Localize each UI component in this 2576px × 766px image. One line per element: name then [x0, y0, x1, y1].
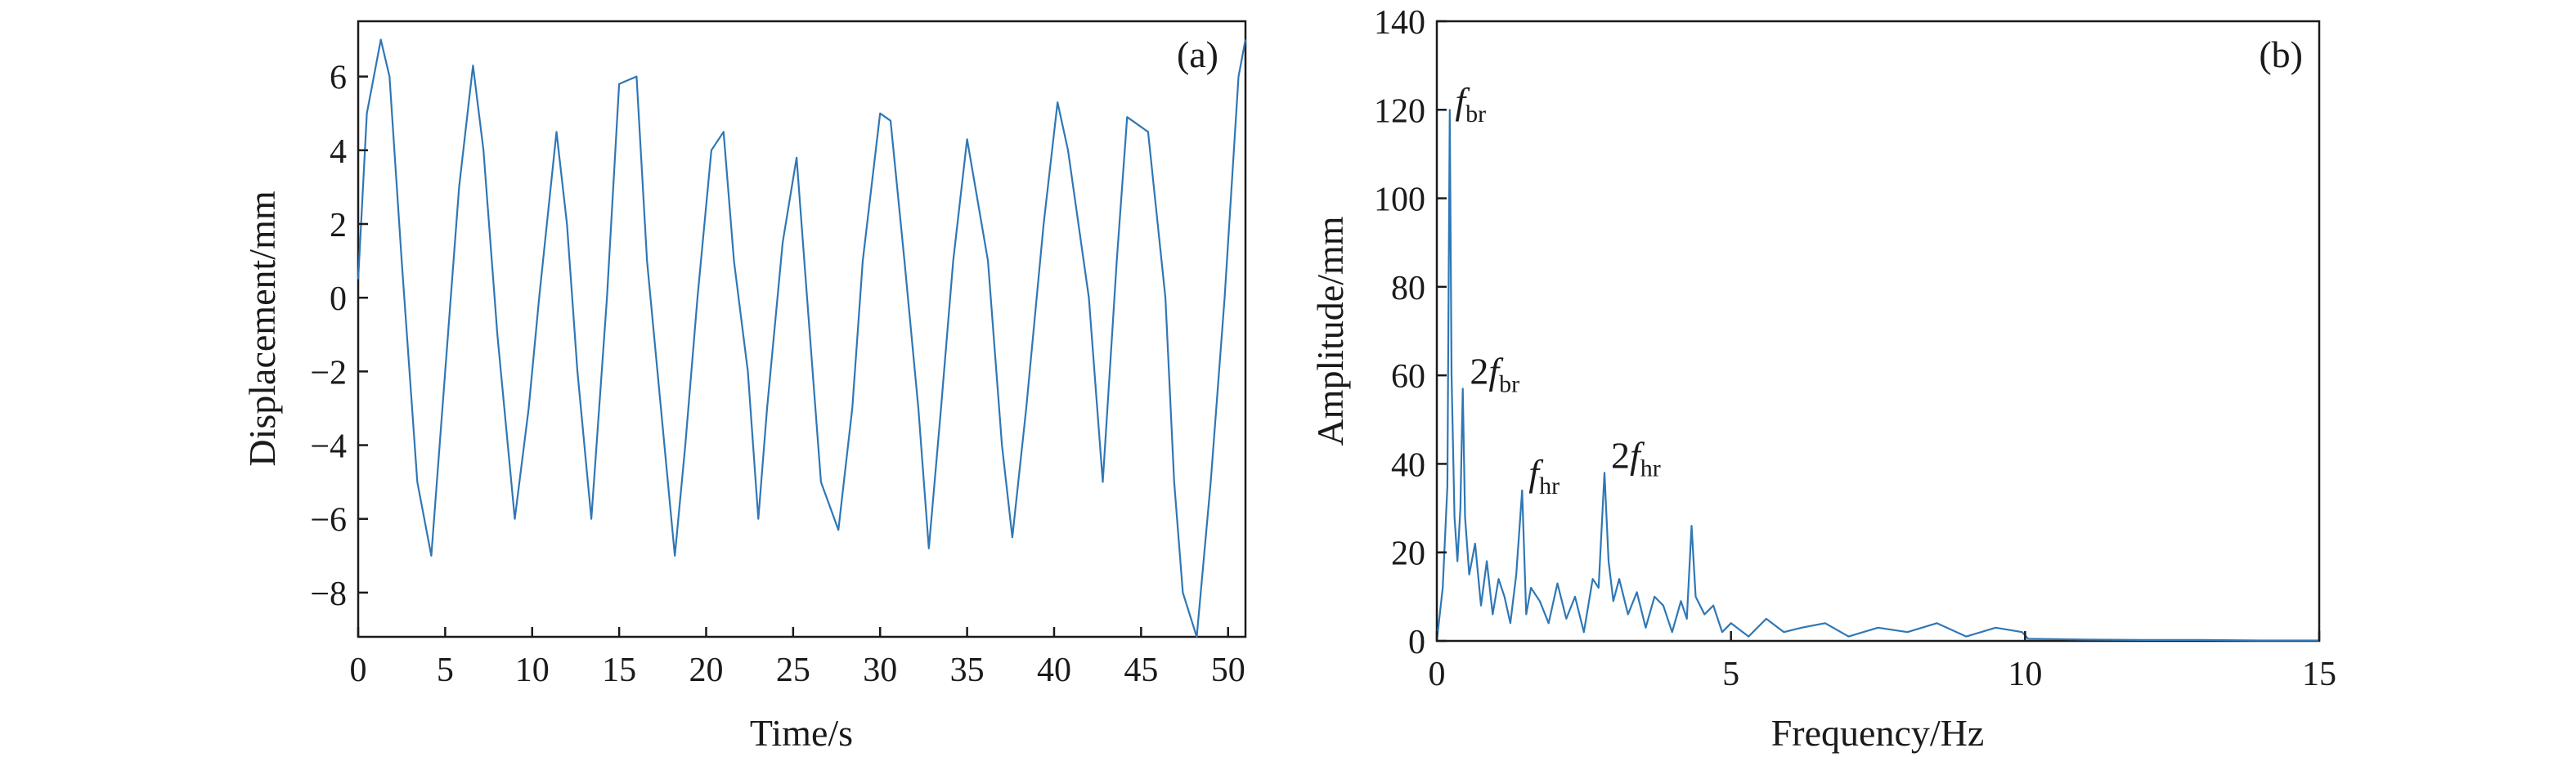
- x-tick-label-b: 0: [1429, 656, 1446, 693]
- x-axis-label-a: Time/s: [750, 712, 853, 754]
- y-tick-label-a: 2: [330, 207, 347, 244]
- plot-frame-a: [357, 20, 1247, 638]
- y-tick-label-b: 120: [1374, 92, 1425, 130]
- y-tick-label-a: 0: [330, 280, 347, 318]
- peak-annotation: 2fhr: [1611, 434, 1661, 482]
- annotation-layer-b: fbr 2fbr fhr 2fhr: [1455, 80, 1660, 499]
- peak-annotation: 2fbr: [1470, 350, 1519, 397]
- y-tick-label-a: −4: [310, 428, 347, 466]
- x-tick-label-b: 10: [2008, 656, 2042, 693]
- y-tick-label-b: 100: [1374, 181, 1425, 219]
- x-tick-label-a: 0: [350, 652, 367, 689]
- panel-label-b: (b): [2259, 34, 2303, 75]
- x-tick-label-a: 30: [863, 652, 897, 689]
- y-tick-label-a: −2: [310, 354, 347, 392]
- x-tick-label-a: 10: [515, 652, 550, 689]
- y-tick-label-b: 140: [1374, 4, 1425, 42]
- y-tick-label-a: −8: [310, 576, 347, 613]
- y-tick-label-b: 20: [1391, 535, 1425, 573]
- x-axis-label-b: Frequency/Hz: [1771, 712, 1985, 754]
- x-tick-label-a: 50: [1211, 652, 1245, 689]
- plot-frame-b: [1435, 20, 2321, 643]
- x-tick-label-a: 15: [602, 652, 636, 689]
- y-tick-label-b: 0: [1408, 624, 1425, 661]
- x-tick-label-a: 45: [1124, 652, 1158, 689]
- series-line-b-0: [1435, 109, 2319, 642]
- series-layer-a: [357, 38, 1247, 638]
- ticks-layer-b: 0 5 10 15 0 20 40 60 80 100 120 140: [1374, 4, 2336, 693]
- y-tick-label-a: −6: [310, 502, 347, 540]
- y-tick-label-b: 60: [1391, 358, 1425, 396]
- series-line-a-0: [357, 38, 1247, 638]
- x-tick-label-b: 15: [2302, 656, 2336, 693]
- y-tick-label-b: 40: [1391, 446, 1425, 484]
- y-tick-label-a: 4: [330, 133, 347, 171]
- x-tick-label-b: 5: [1722, 656, 1739, 693]
- x-tick-label-a: 25: [776, 652, 810, 689]
- chart-panel-a: 0 5 10 15 20 25 30 35 40 45 50 −8 −6 −4 −2 0 2 4 6 (a) Tim…: [241, 20, 1247, 754]
- ticks-layer-a: 0 5 10 15 20 25 30 35 40 45 50 −8 −6 −4 −2 0 2 4 6: [310, 60, 1245, 689]
- x-tick-label-a: 20: [689, 652, 723, 689]
- peak-annotation: fhr: [1528, 452, 1560, 499]
- y-axis-label-b: Amplitude/mm: [1309, 216, 1351, 446]
- x-tick-label-a: 5: [437, 652, 454, 689]
- y-axis-label-a: Displacement/mm: [241, 190, 283, 466]
- y-tick-label-a: 6: [330, 60, 347, 97]
- y-tick-label-b: 80: [1391, 270, 1425, 307]
- x-tick-label-a: 40: [1037, 652, 1071, 689]
- panel-label-a: (a): [1177, 34, 1218, 75]
- x-tick-label-a: 35: [950, 652, 985, 689]
- series-layer-b: [1435, 109, 2319, 642]
- peak-annotation: fbr: [1455, 80, 1486, 128]
